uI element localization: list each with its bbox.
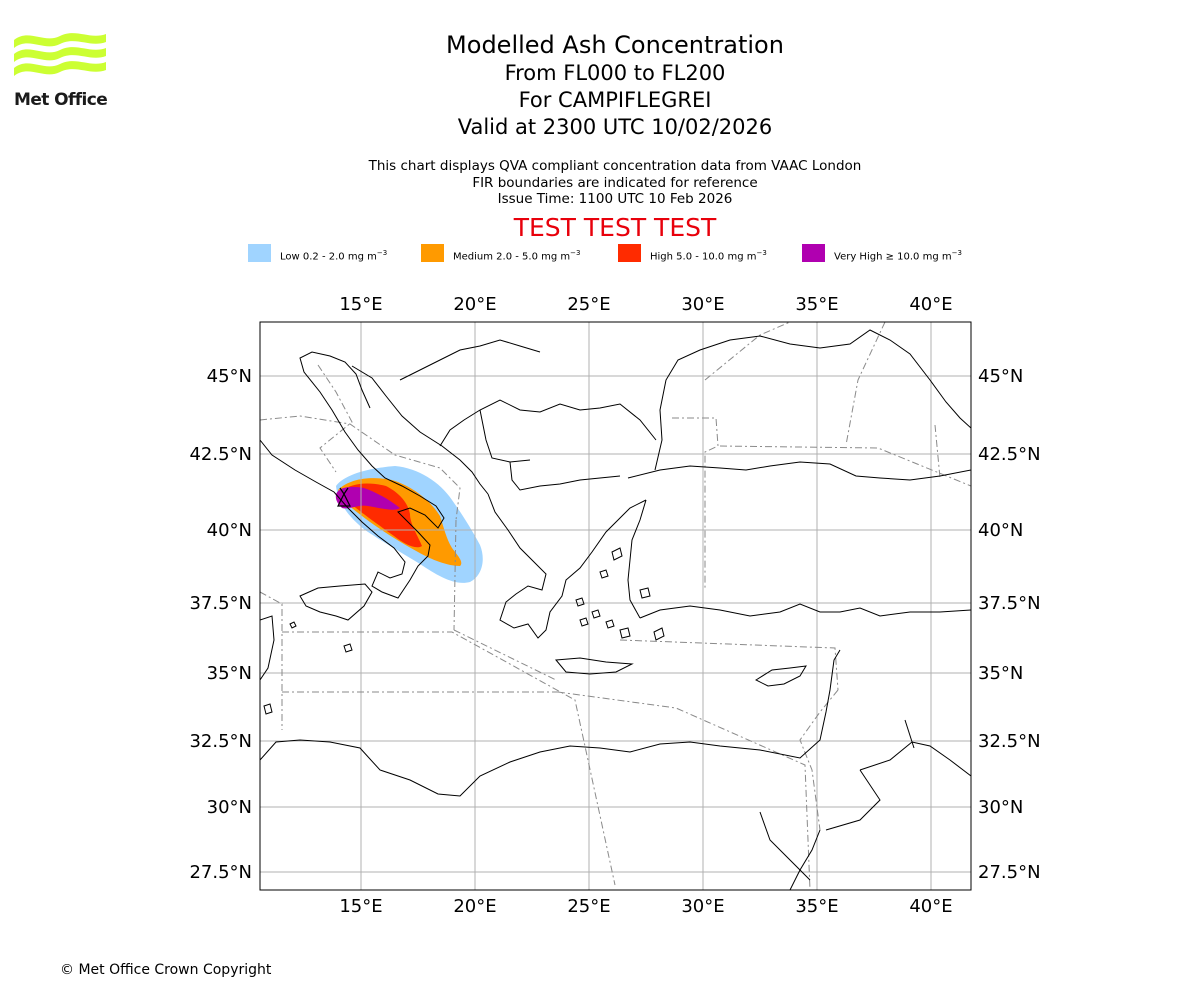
map-frame: [259, 321, 972, 891]
flight-levels: From FL000 to FL200: [504, 61, 726, 85]
lat-label-right: 37.5°N: [978, 593, 1041, 614]
met-office-waves-icon: [14, 33, 106, 76]
lon-label-bottom: 40°E: [909, 896, 952, 917]
lon-label-top: 20°E: [453, 294, 496, 315]
legend-swatch-low: [248, 244, 271, 262]
legend-label-very-high: Very High ≥ 10.0 mg m−3: [834, 249, 962, 263]
subtitle-line-2: FIR boundaries are indicated for referen…: [472, 174, 758, 191]
coastlines: [260, 329, 971, 890]
lat-label-left: 32.5°N: [189, 731, 252, 752]
lat-label-left: 30°N: [207, 797, 252, 818]
lon-label-bottom: 35°E: [795, 896, 838, 917]
volcano-triangle-icon: [337, 487, 351, 507]
valid-time: Valid at 2300 UTC 10/02/2026: [457, 115, 773, 139]
page-title: Modelled Ash Concentration: [446, 31, 784, 59]
volcano-name: For CAMPIFLEGREI: [518, 88, 712, 112]
test-banner: TEST TEST TEST: [513, 213, 717, 242]
fir-boundaries: [260, 322, 971, 890]
legend-label-medium: Medium 2.0 - 5.0 mg m−3: [453, 249, 581, 263]
lat-label-left: 35°N: [207, 663, 252, 684]
legend-swatch-very-high: [802, 244, 825, 262]
map-content: [260, 322, 971, 890]
lat-label-left: 45°N: [207, 366, 252, 387]
lon-labels-top: 15°E 20°E 25°E 30°E 35°E 40°E: [339, 294, 952, 315]
lat-label-left: 37.5°N: [189, 593, 252, 614]
graticule: [260, 322, 971, 890]
ash-plume: [335, 466, 483, 583]
lon-label-bottom: 30°E: [681, 896, 724, 917]
lat-label-right: 40°N: [978, 520, 1023, 541]
legend-swatch-high: [618, 244, 641, 262]
lat-labels-left: 45°N 42.5°N 40°N 37.5°N 35°N 32.5°N 30°N…: [189, 366, 252, 883]
lon-label-bottom: 25°E: [567, 896, 610, 917]
lon-label-bottom: 20°E: [453, 896, 496, 917]
lon-labels-bottom: 15°E 20°E 25°E 30°E 35°E 40°E: [339, 896, 952, 917]
legend-label-high: High 5.0 - 10.0 mg m−3: [650, 249, 767, 263]
lon-label-top: 35°E: [795, 294, 838, 315]
lat-label-left: 27.5°N: [189, 862, 252, 883]
subtitle-line-1: This chart displays QVA compliant concen…: [368, 158, 862, 174]
lon-label-top: 30°E: [681, 294, 724, 315]
chart-subtitle: This chart displays QVA compliant concen…: [315, 158, 915, 208]
lat-label-right: 45°N: [978, 366, 1023, 387]
lat-label-right: 32.5°N: [978, 731, 1041, 752]
chart-header: Modelled Ash Concentration From FL000 to…: [315, 30, 915, 141]
lat-label-right: 27.5°N: [978, 862, 1041, 883]
lon-label-bottom: 15°E: [339, 896, 382, 917]
issue-time: Issue Time: 1100 UTC 10 Feb 2026: [497, 191, 733, 207]
logo-text: Met Office: [14, 90, 108, 110]
legend-label-low: Low 0.2 - 2.0 mg m−3: [280, 249, 388, 263]
ash-very-high-area: [335, 486, 400, 510]
lon-label-top: 25°E: [567, 294, 610, 315]
lon-label-top: 15°E: [339, 294, 382, 315]
met-office-logo: Met Office: [14, 30, 110, 112]
lat-label-left: 42.5°N: [189, 444, 252, 465]
lat-label-right: 35°N: [978, 663, 1023, 684]
legend-swatch-medium: [421, 244, 444, 262]
lat-labels-right: 45°N 42.5°N 40°N 37.5°N 35°N 32.5°N 30°N…: [978, 366, 1041, 883]
lat-label-right: 42.5°N: [978, 444, 1041, 465]
copyright-notice: © Met Office Crown Copyright: [60, 962, 272, 978]
lon-label-top: 40°E: [909, 294, 952, 315]
lat-label-right: 30°N: [978, 797, 1023, 818]
lat-label-left: 40°N: [207, 520, 252, 541]
